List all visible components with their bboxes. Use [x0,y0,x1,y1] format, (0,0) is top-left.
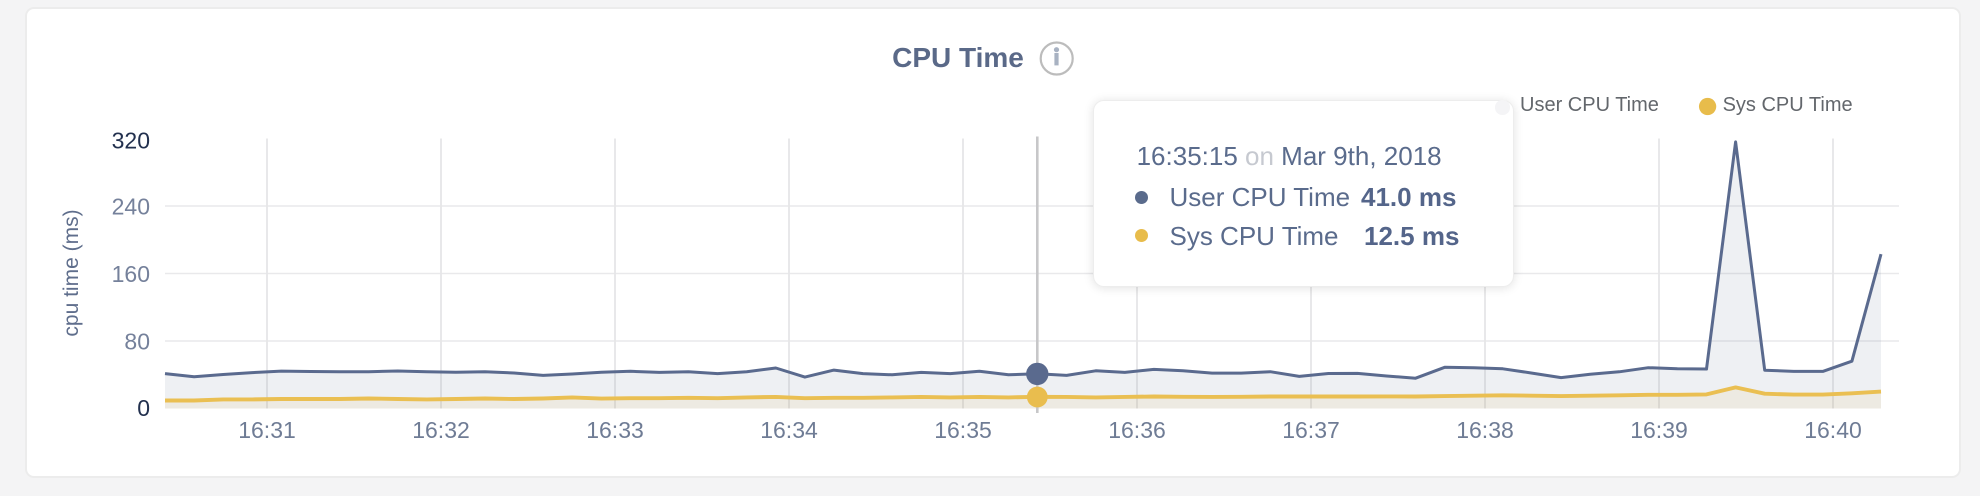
svg-text:320: 320 [112,127,150,153]
svg-text:160: 160 [112,261,150,287]
svg-text:80: 80 [124,328,150,354]
svg-text:0: 0 [137,395,150,421]
svg-text:240: 240 [112,193,150,219]
svg-text:16:36: 16:36 [1108,417,1166,443]
svg-text:16:37: 16:37 [1282,417,1340,443]
svg-text:16:34: 16:34 [760,417,818,443]
svg-text:16:40: 16:40 [1804,417,1862,443]
svg-text:16:31: 16:31 [238,417,296,443]
svg-text:CPU Time: CPU Time [892,42,1024,73]
svg-text:cpu time (ms): cpu time (ms) [60,209,83,336]
svg-text:16:32: 16:32 [412,417,470,443]
svg-text:16:33: 16:33 [586,417,644,443]
svg-text:16:38: 16:38 [1456,417,1514,443]
svg-text:16:35: 16:35 [934,417,992,443]
svg-text:16:39: 16:39 [1630,417,1688,443]
